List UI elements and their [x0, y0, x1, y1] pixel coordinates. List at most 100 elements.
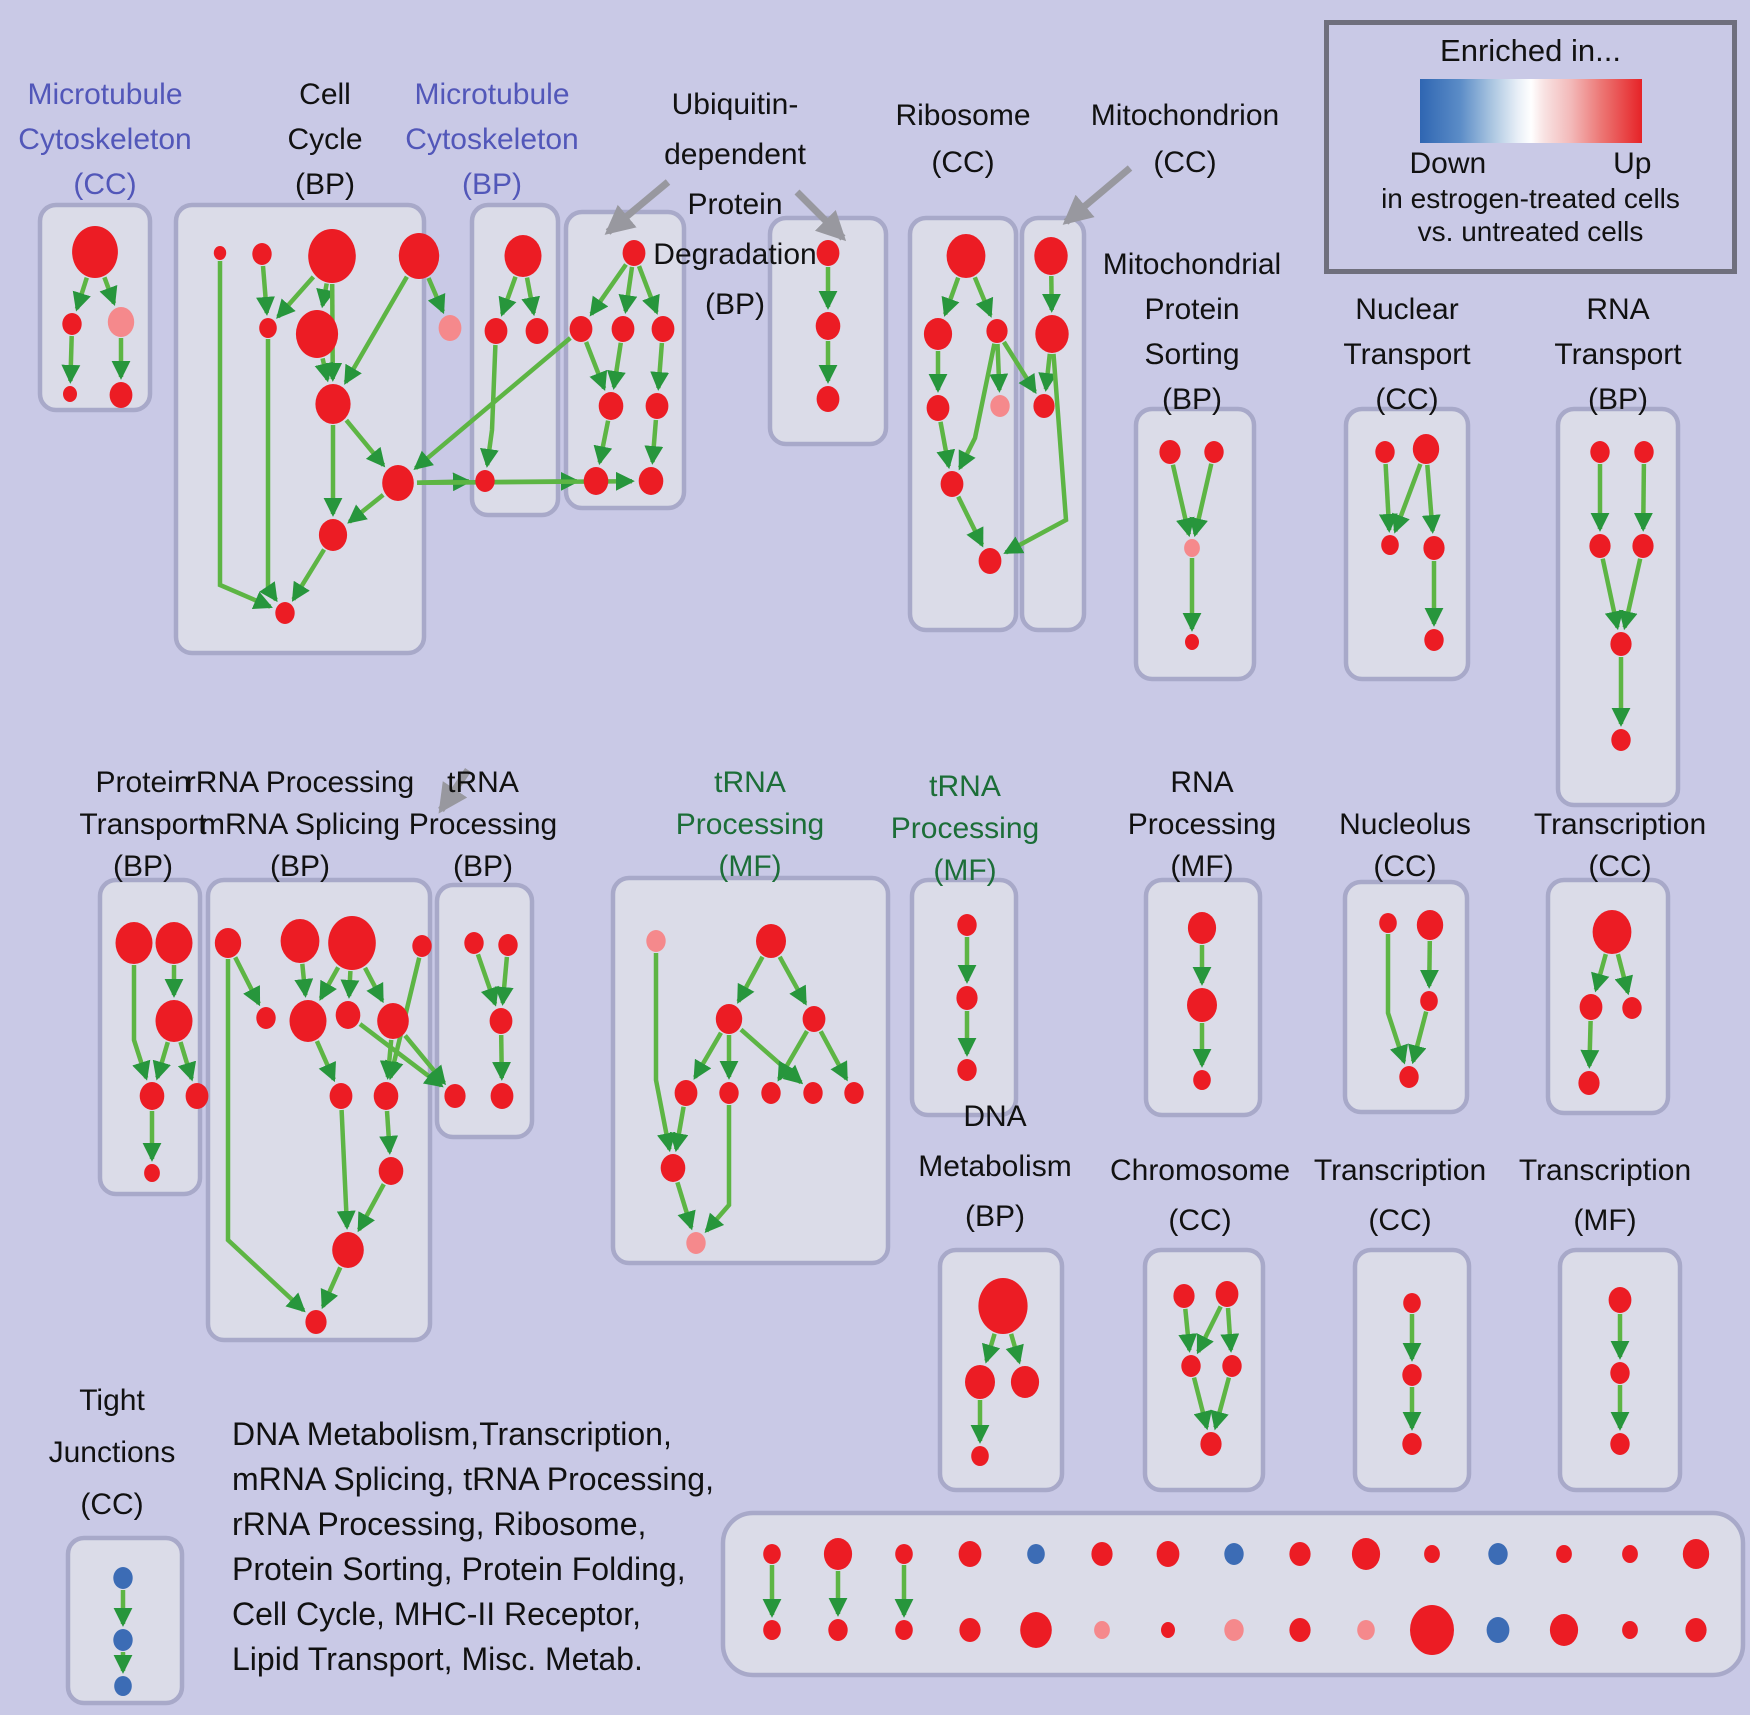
go-term-node[interactable] [1420, 991, 1438, 1011]
go-term-node[interactable] [444, 1084, 466, 1108]
go-term-node[interactable] [315, 384, 351, 424]
go-term-node[interactable] [761, 1082, 781, 1104]
go-term-node[interactable] [1034, 237, 1068, 275]
go-term-node[interactable] [1184, 539, 1200, 557]
go-term-node[interactable] [1622, 1545, 1638, 1563]
go-term-node[interactable] [329, 1083, 353, 1109]
go-term-node[interactable] [1610, 1433, 1630, 1455]
go-term-node[interactable] [957, 914, 977, 936]
go-term-node[interactable] [1181, 1355, 1201, 1377]
go-term-node[interactable] [674, 1080, 698, 1106]
go-term-node[interactable] [63, 386, 77, 402]
go-term-node[interactable] [1185, 634, 1199, 650]
go-term-node[interactable] [763, 1544, 781, 1564]
go-term-node[interactable] [1412, 434, 1440, 464]
go-term-node[interactable] [715, 1004, 743, 1034]
go-term-node[interactable] [373, 1082, 399, 1110]
go-term-node[interactable] [645, 393, 669, 419]
go-term-node[interactable] [1375, 441, 1395, 463]
go-term-node[interactable] [1410, 1605, 1454, 1655]
go-term-node[interactable] [332, 1232, 364, 1268]
go-term-node[interactable] [803, 1082, 823, 1104]
go-term-node[interactable] [504, 235, 542, 277]
go-term-node[interactable] [895, 1620, 913, 1640]
go-term-node[interactable] [1610, 632, 1632, 656]
go-term-node[interactable] [1010, 1366, 1040, 1398]
go-term-node[interactable] [1486, 1617, 1510, 1643]
go-term-node[interactable] [1423, 536, 1445, 560]
go-term-node[interactable] [382, 465, 414, 501]
go-term-node[interactable] [1579, 994, 1603, 1020]
go-term-node[interactable] [113, 1567, 133, 1589]
go-term-node[interactable] [646, 930, 666, 952]
go-term-node[interactable] [377, 1003, 409, 1039]
go-term-node[interactable] [295, 310, 339, 358]
go-term-node[interactable] [756, 924, 786, 958]
go-term-node[interactable] [1399, 1066, 1419, 1088]
go-term-node[interactable] [946, 234, 986, 278]
go-term-node[interactable] [1379, 913, 1397, 933]
go-term-node[interactable] [611, 316, 635, 342]
go-term-node[interactable] [1682, 1539, 1710, 1569]
go-term-node[interactable] [1402, 1433, 1422, 1455]
go-term-node[interactable] [895, 1544, 913, 1564]
go-term-node[interactable] [1592, 910, 1632, 954]
go-term-node[interactable] [816, 240, 840, 266]
go-term-node[interactable] [1289, 1618, 1311, 1642]
go-term-node[interactable] [1634, 441, 1654, 463]
go-term-node[interactable] [978, 1278, 1028, 1334]
go-term-node[interactable] [412, 935, 432, 957]
go-term-node[interactable] [438, 315, 462, 341]
go-term-node[interactable] [816, 386, 840, 412]
go-term-node[interactable] [1381, 535, 1399, 555]
go-term-node[interactable] [114, 1676, 132, 1696]
go-term-node[interactable] [956, 986, 978, 1010]
go-term-node[interactable] [1424, 1545, 1440, 1563]
go-term-node[interactable] [464, 932, 484, 954]
go-term-node[interactable] [398, 233, 440, 279]
go-term-node[interactable] [598, 392, 624, 420]
go-term-node[interactable] [318, 519, 348, 551]
go-term-node[interactable] [1161, 1622, 1175, 1638]
go-term-node[interactable] [489, 1008, 513, 1034]
go-term-node[interactable] [583, 467, 609, 495]
go-term-node[interactable] [335, 1001, 361, 1029]
go-term-node[interactable] [1589, 534, 1611, 558]
go-term-node[interactable] [990, 395, 1010, 417]
go-term-node[interactable] [1200, 1432, 1222, 1456]
go-term-node[interactable] [958, 1541, 982, 1567]
go-term-node[interactable] [490, 1083, 514, 1109]
go-term-node[interactable] [107, 307, 135, 337]
go-term-node[interactable] [280, 919, 320, 963]
go-term-node[interactable] [971, 1446, 989, 1466]
go-term-node[interactable] [275, 602, 295, 624]
go-term-node[interactable] [525, 318, 549, 344]
go-term-node[interactable] [72, 226, 118, 278]
go-term-node[interactable] [1224, 1619, 1244, 1641]
go-term-node[interactable] [1611, 729, 1631, 751]
go-term-node[interactable] [214, 928, 242, 958]
go-term-node[interactable] [1424, 629, 1444, 651]
go-term-node[interactable] [252, 243, 272, 265]
go-term-node[interactable] [1187, 912, 1217, 944]
go-term-node[interactable] [1632, 534, 1654, 558]
go-term-node[interactable] [651, 316, 675, 342]
go-term-node[interactable] [62, 313, 82, 335]
go-term-node[interactable] [256, 1007, 276, 1029]
go-term-node[interactable] [926, 395, 950, 421]
go-term-node[interactable] [484, 318, 508, 344]
go-term-node[interactable] [1159, 440, 1181, 464]
go-term-node[interactable] [815, 312, 841, 340]
go-term-node[interactable] [213, 246, 227, 260]
go-term-node[interactable] [1488, 1543, 1508, 1565]
go-term-node[interactable] [308, 229, 356, 283]
go-term-node[interactable] [475, 470, 495, 492]
go-term-node[interactable] [569, 316, 593, 342]
go-term-node[interactable] [1204, 441, 1224, 463]
go-term-node[interactable] [1289, 1542, 1311, 1566]
go-term-node[interactable] [144, 1164, 160, 1182]
go-term-node[interactable] [498, 934, 518, 956]
go-term-node[interactable] [1622, 1621, 1638, 1639]
go-term-node[interactable] [1351, 1538, 1381, 1570]
go-term-node[interactable] [1020, 1612, 1052, 1648]
